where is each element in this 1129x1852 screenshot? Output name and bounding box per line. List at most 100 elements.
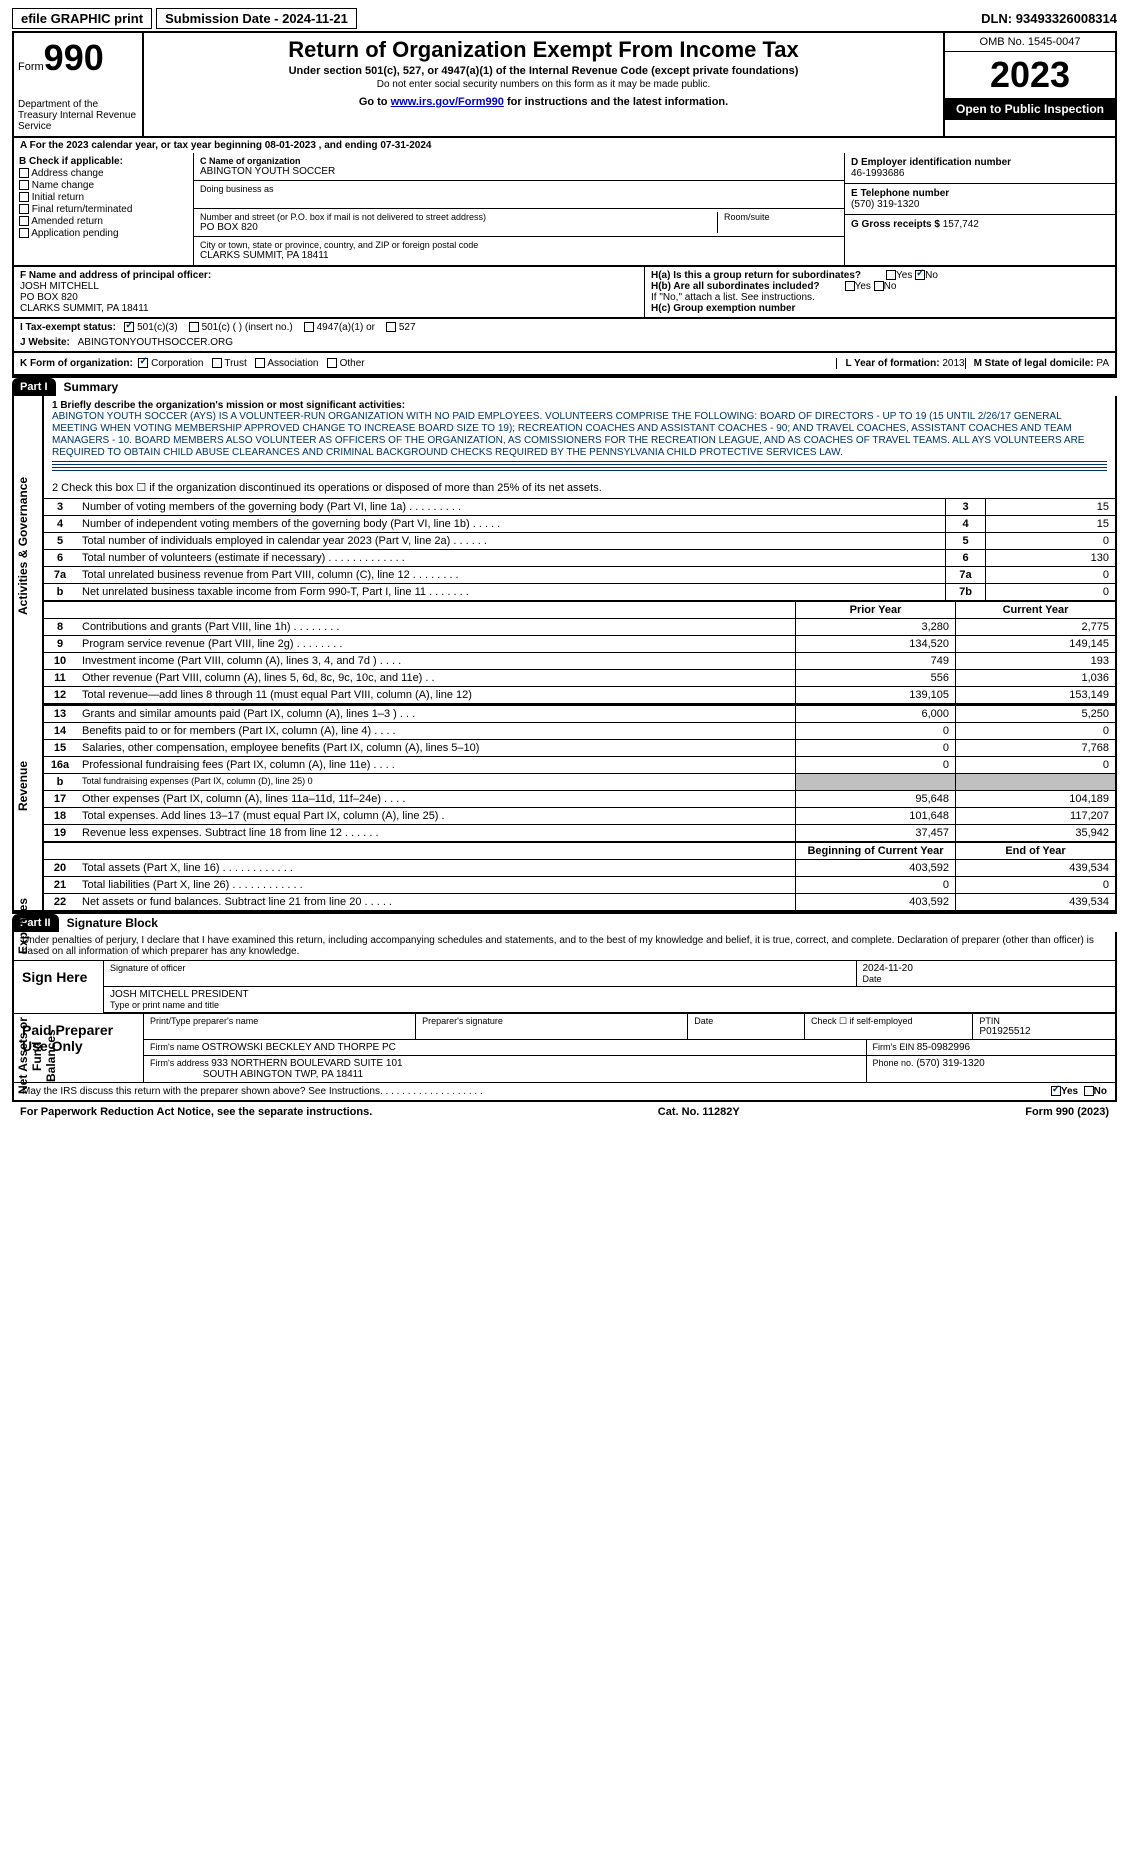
goto-suffix: for instructions and the latest informat… [504, 96, 728, 108]
cb-trust[interactable] [212, 358, 222, 368]
hb-note: If "No," attach a list. See instructions… [651, 292, 815, 303]
part2-title: Signature Block [67, 916, 158, 930]
ssn-note: Do not enter social security numbers on … [148, 79, 939, 90]
hb-no[interactable] [874, 281, 884, 291]
ha-no[interactable] [915, 270, 925, 280]
room-label: Room/suite [724, 212, 838, 222]
part1-label: Part I [12, 378, 56, 396]
checkbox-name-change[interactable] [19, 180, 29, 190]
prep-name-label: Print/Type preparer's name [144, 1014, 416, 1039]
row-k-l: K Form of organization: Corporation Trus… [12, 353, 1117, 376]
ha-yes[interactable] [886, 270, 896, 280]
goto-line: Go to www.irs.gov/Form990 for instructio… [148, 96, 939, 108]
cb-527[interactable] [386, 322, 396, 332]
data-line-15: 15Salaries, other compensation, employee… [44, 739, 1115, 756]
data-line-b: bTotal fundraising expenses (Part IX, co… [44, 773, 1115, 790]
top-bar: efile GRAPHIC print Submission Date - 20… [12, 8, 1117, 29]
prep-sig-label: Preparer's signature [416, 1014, 688, 1039]
footer-left: For Paperwork Reduction Act Notice, see … [20, 1106, 372, 1118]
sig-date: 2024-11-20 [863, 963, 1110, 974]
data-line-19: 19Revenue less expenses. Subtract line 1… [44, 824, 1115, 841]
org-name-label: C Name of organization [200, 156, 301, 166]
data-line-16a: 16aProfessional fundraising fees (Part I… [44, 756, 1115, 773]
prep-date-label: Date [688, 1014, 805, 1039]
checkbox-final-return[interactable] [19, 204, 29, 214]
opt-527: 527 [399, 322, 416, 333]
firm-addr-label: Firm's address [150, 1058, 211, 1068]
checkbox-address-change[interactable] [19, 168, 29, 178]
data-line-17: 17Other expenses (Part IX, column (A), l… [44, 790, 1115, 807]
mission-label: 1 Briefly describe the organization's mi… [52, 400, 405, 411]
ptin-value: P01925512 [979, 1026, 1109, 1037]
officer-name-title: JOSH MITCHELL PRESIDENT [110, 989, 1109, 1000]
part1-title: Summary [64, 380, 119, 394]
side-netassets: Net Assets or Fund Balances [16, 1016, 58, 1096]
opt-501c: 501(c) ( ) (insert no.) [202, 322, 293, 333]
opt-501c3: 501(c)(3) [137, 322, 178, 333]
cb-label-1: Name change [32, 180, 94, 191]
dept-label: Department of the Treasury Internal Reve… [18, 99, 138, 132]
checkbox-amended[interactable] [19, 216, 29, 226]
hb-yes[interactable] [845, 281, 855, 291]
cb-other[interactable] [327, 358, 337, 368]
efile-label: efile GRAPHIC print [12, 8, 152, 29]
summary-line-7b: bNet unrelated business taxable income f… [44, 583, 1115, 600]
firm-phone-label: Phone no. [873, 1058, 914, 1068]
ein-value: 46-1993686 [851, 168, 1109, 179]
cb-501c3[interactable] [124, 322, 134, 332]
phone-label: E Telephone number [851, 188, 1109, 199]
summary-line-5: 5Total number of individuals employed in… [44, 532, 1115, 549]
form-prefix: Form [18, 61, 44, 73]
cb-label-3: Final return/terminated [32, 204, 133, 215]
firm-addr2: SOUTH ABINGTON TWP, PA 18411 [203, 1069, 363, 1080]
yes-label: Yes [1061, 1086, 1078, 1097]
discuss-no[interactable] [1084, 1086, 1094, 1096]
row-f-h: F Name and address of principal officer:… [12, 267, 1117, 319]
officer-street: PO BOX 820 [20, 292, 78, 303]
opt-4947: 4947(a)(1) or [317, 322, 375, 333]
cb-assoc[interactable] [255, 358, 265, 368]
ptin-label: PTIN [979, 1016, 1109, 1026]
data-line-12: 12Total revenue—add lines 8 through 11 (… [44, 686, 1115, 703]
data-line-14: 14Benefits paid to or for members (Part … [44, 722, 1115, 739]
sig-date-label: Date [863, 974, 1110, 984]
year-form-label: L Year of formation: [845, 358, 939, 369]
form-org-label: K Form of organization: [20, 358, 133, 369]
checkbox-app-pending[interactable] [19, 228, 29, 238]
dln-value: 93493326008314 [1016, 11, 1117, 26]
cb-4947[interactable] [304, 322, 314, 332]
data-line-13: 13Grants and similar amounts paid (Part … [44, 705, 1115, 722]
footer-right: Form 990 (2023) [1025, 1106, 1109, 1118]
data-line-10: 10Investment income (Part VIII, column (… [44, 652, 1115, 669]
data-line-22: 22Net assets or fund balances. Subtract … [44, 893, 1115, 910]
mission-block: 1 Briefly describe the organization's mi… [44, 396, 1115, 477]
gross-value: 157,742 [943, 219, 979, 230]
no-label: No [1094, 1086, 1107, 1097]
hc-label: H(c) Group exemption number [651, 303, 795, 314]
mission-text: ABINGTON YOUTH SOCCER (AYS) IS A VOLUNTE… [52, 411, 1107, 459]
website-value: ABINGTONYOUTHSOCCER.ORG [78, 337, 233, 348]
street-value: PO BOX 820 [200, 222, 717, 233]
page-footer: For Paperwork Reduction Act Notice, see … [12, 1102, 1117, 1122]
summary-line-3: 3Number of voting members of the governi… [44, 498, 1115, 515]
form-number: 990 [44, 37, 104, 78]
firm-name-label: Firm's name [150, 1042, 202, 1052]
subtitle: Under section 501(c), 527, or 4947(a)(1)… [148, 65, 939, 77]
checkbox-initial-return[interactable] [19, 192, 29, 202]
cb-501c[interactable] [189, 322, 199, 332]
omb-number: OMB No. 1545-0047 [945, 33, 1115, 52]
data-line-18: 18Total expenses. Add lines 13–17 (must … [44, 807, 1115, 824]
firm-name: OSTROWSKI BECKLEY AND THORPE PC [202, 1042, 396, 1053]
street-label: Number and street (or P.O. box if mail i… [200, 212, 717, 222]
current-year-hdr: Current Year [955, 602, 1115, 618]
open-public: Open to Public Inspection [945, 98, 1115, 120]
data-line-20: 20Total assets (Part X, line 16) . . . .… [44, 859, 1115, 876]
hb-label: H(b) Are all subordinates included? [651, 281, 820, 292]
city-label: City or town, state or province, country… [200, 240, 838, 250]
cb-corp[interactable] [138, 358, 148, 368]
goto-link[interactable]: www.irs.gov/Form990 [391, 96, 504, 108]
discuss-yes[interactable] [1051, 1086, 1061, 1096]
signature-block: Under penalties of perjury, I declare th… [12, 932, 1117, 1102]
city-value: CLARKS SUMMIT, PA 18411 [200, 250, 838, 261]
firm-ein-label: Firm's EIN [873, 1042, 917, 1052]
